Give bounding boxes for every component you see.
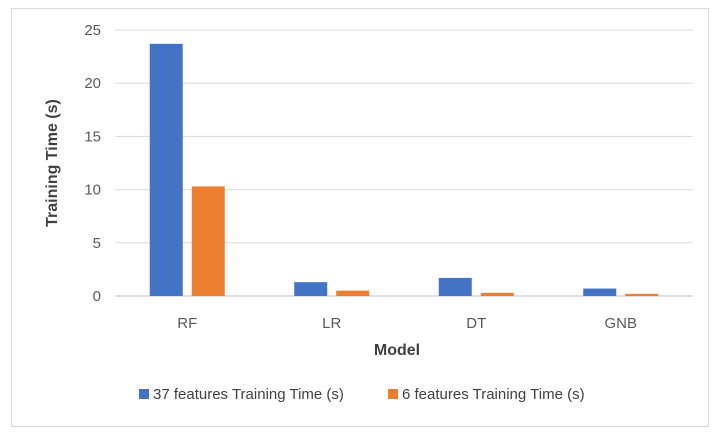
- y-tick-label: 5: [93, 235, 101, 252]
- bar-gnb-series-2: [625, 293, 659, 296]
- y-axis-title: Training Time (s): [44, 99, 61, 227]
- bar-dt-series-2: [480, 292, 514, 296]
- chart-frame: [11, 8, 709, 427]
- y-tick-label: 10: [84, 182, 101, 199]
- x-tick-label: LR: [322, 315, 341, 332]
- legend: 37 features Training Time (s) 6 features …: [139, 386, 585, 403]
- y-tick-label: 25: [84, 22, 101, 39]
- bars: [149, 43, 659, 296]
- x-tick-label: GNB: [604, 315, 637, 332]
- legend-swatch: [139, 389, 149, 399]
- x-tick-label: RF: [177, 315, 197, 332]
- bar-lr-series-2: [336, 290, 370, 296]
- bar-rf-series-1: [149, 43, 183, 296]
- y-tick-label: 15: [84, 128, 101, 145]
- bar-lr-series-1: [294, 282, 328, 296]
- legend-label: 37 features Training Time (s): [153, 386, 344, 403]
- bar-gnb-series-1: [583, 288, 617, 296]
- bar-rf-series-2: [191, 186, 225, 296]
- x-tick-label: DT: [466, 315, 486, 332]
- x-axis-ticks: RF LR DT GNB: [177, 315, 637, 332]
- bar-dt-series-1: [438, 277, 472, 296]
- y-axis-ticks: 0 5 10 15 20 25: [84, 22, 101, 305]
- legend-label: 6 features Training Time (s): [402, 386, 585, 403]
- y-tick-label: 0: [93, 288, 101, 305]
- x-axis-title: Model: [374, 342, 420, 359]
- legend-swatch: [388, 389, 398, 399]
- y-tick-label: 20: [84, 75, 101, 92]
